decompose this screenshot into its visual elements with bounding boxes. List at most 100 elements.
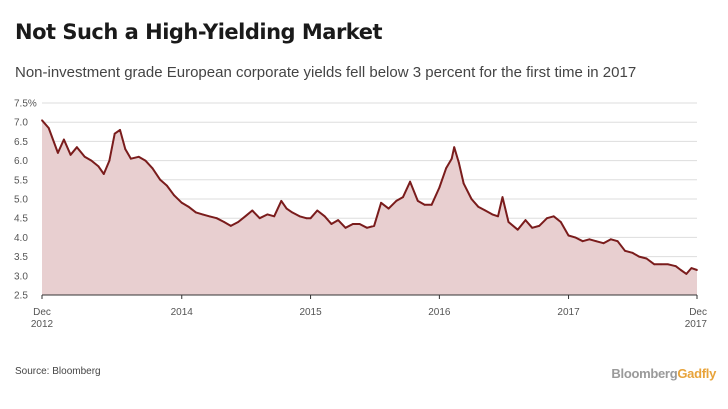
data-point: [430, 203, 433, 206]
data-point: [395, 200, 398, 202]
data-point: [69, 153, 72, 156]
y-tick-label: 3.5: [14, 252, 28, 263]
data-point: [223, 221, 226, 223]
data-point: [137, 155, 140, 158]
data-point: [438, 186, 441, 189]
data-point: [445, 167, 447, 170]
data-point: [90, 159, 93, 162]
data-point: [187, 205, 190, 208]
data-point: [685, 273, 688, 275]
data-point: [531, 226, 534, 229]
data-point: [679, 269, 682, 271]
data-point: [581, 240, 584, 243]
data-point: [305, 217, 308, 220]
data-point: [667, 263, 669, 266]
data-point: [215, 217, 218, 220]
data-point: [119, 129, 121, 131]
data-point: [352, 223, 354, 225]
data-point: [130, 157, 132, 160]
data-point: [516, 228, 519, 231]
data-point: [291, 211, 294, 214]
data-point: [538, 225, 541, 227]
data-point: [631, 251, 634, 254]
data-point: [567, 234, 570, 237]
x-tick-label: 2016: [428, 307, 451, 318]
data-point: [477, 205, 480, 208]
data-point: [47, 127, 50, 129]
data-point: [173, 194, 175, 197]
data-point: [373, 225, 375, 227]
data-point: [507, 221, 510, 223]
data-point: [616, 240, 619, 243]
data-point: [595, 240, 597, 243]
y-tick-label: 4.0: [14, 233, 28, 244]
y-axis-ticks: 7.5% 7.0 6.5 6.0 5.5 5.0 4.5 4.0 3.5 3.0 2.5: [14, 99, 37, 302]
data-point: [457, 161, 460, 164]
x-tick-label: Dec: [689, 307, 707, 318]
data-point: [344, 226, 347, 229]
y-tick-label: 6.0: [14, 156, 28, 167]
data-point: [423, 203, 426, 206]
source-note: Source: Bloomberg: [15, 366, 101, 377]
data-point: [366, 226, 368, 229]
brand-secondary: Gadfly: [677, 366, 716, 381]
data-point: [280, 200, 283, 202]
y-tick-label: 7.5%: [14, 99, 37, 110]
data-point: [645, 257, 648, 260]
data-point: [497, 215, 499, 218]
data-point: [559, 221, 562, 223]
data-point: [266, 213, 269, 216]
data-point: [201, 213, 204, 216]
data-point: [462, 182, 465, 185]
x-tick-label: 2017: [557, 307, 580, 318]
data-point: [470, 198, 473, 200]
data-point: [180, 201, 183, 204]
data-point: [610, 238, 612, 241]
y-tick-label: 5.5: [14, 175, 28, 186]
x-tick-label: Dec: [33, 307, 51, 318]
data-point: [330, 223, 333, 225]
y-tick-label: 7.0: [14, 118, 28, 129]
data-point: [57, 152, 59, 154]
data-point: [380, 201, 382, 204]
data-point: [358, 223, 361, 225]
data-point: [574, 236, 577, 239]
data-point: [251, 209, 254, 212]
chart-subtitle: Non-investment grade European corporate …: [15, 64, 637, 81]
data-point: [638, 255, 640, 258]
data-point: [195, 211, 197, 214]
data-point: [76, 146, 78, 149]
data-point: [83, 155, 86, 158]
data-point: [409, 180, 411, 183]
y-tick-label: 3.0: [14, 271, 28, 282]
data-point: [208, 215, 211, 218]
data-point: [690, 267, 693, 269]
data-point: [450, 157, 453, 160]
data-point: [166, 184, 168, 187]
x-tick-sublabel: 2017: [685, 319, 708, 330]
yield-series-line: [41, 119, 698, 275]
data-point: [97, 165, 100, 168]
data-point: [316, 209, 319, 212]
x-tick-label: 2015: [299, 307, 322, 318]
data-point: [624, 249, 626, 252]
data-point: [552, 215, 555, 218]
data-point: [229, 225, 232, 227]
data-point: [416, 200, 419, 202]
data-point: [144, 159, 147, 162]
data-point: [546, 217, 548, 220]
brand-logo: BloombergGadfly: [611, 366, 716, 381]
series-points: [41, 119, 698, 275]
data-point: [41, 119, 43, 122]
data-point: [588, 238, 591, 241]
data-point: [113, 132, 116, 135]
data-point: [285, 207, 288, 210]
data-point: [159, 178, 162, 181]
data-point: [484, 209, 487, 212]
data-point: [244, 215, 247, 218]
data-point: [602, 242, 605, 245]
data-point: [660, 263, 662, 266]
data-point: [402, 196, 404, 199]
data-point: [501, 196, 504, 199]
